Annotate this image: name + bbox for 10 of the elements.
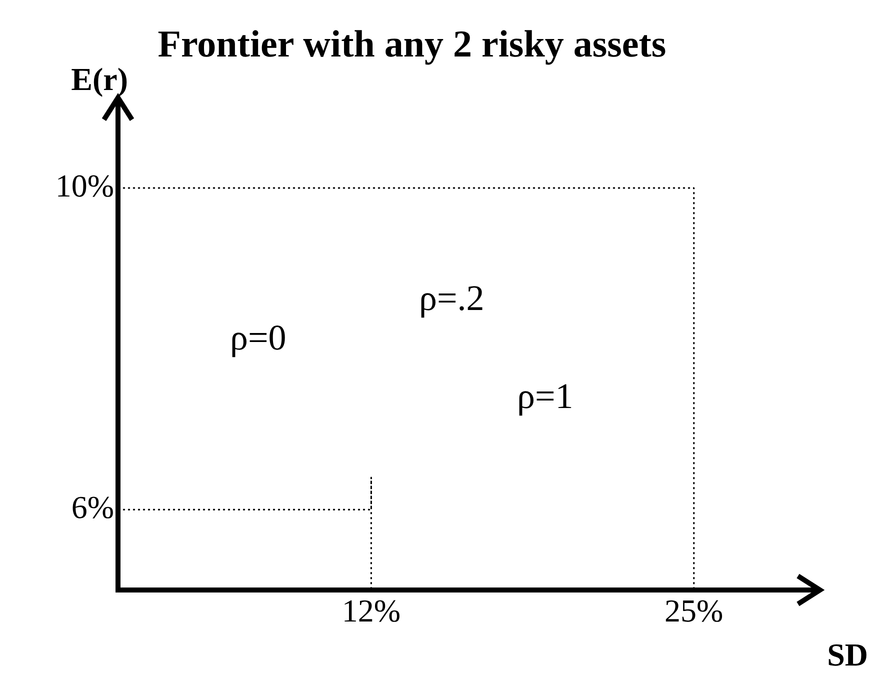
x-tick-label: 12% <box>342 592 401 629</box>
y-axis-title: E(r) <box>71 60 128 97</box>
annotation: ρ=0 <box>230 317 286 358</box>
chart-title: Frontier with any 2 risky assets <box>158 24 666 66</box>
y-tick-label: 10% <box>55 167 114 204</box>
x-axis-title: SD <box>827 636 868 672</box>
annotation: ρ=.2 <box>419 278 484 318</box>
annotation: ρ=1 <box>517 376 574 416</box>
x-tick-label: 25% <box>664 592 724 629</box>
y-tick-label: 6% <box>71 489 114 526</box>
